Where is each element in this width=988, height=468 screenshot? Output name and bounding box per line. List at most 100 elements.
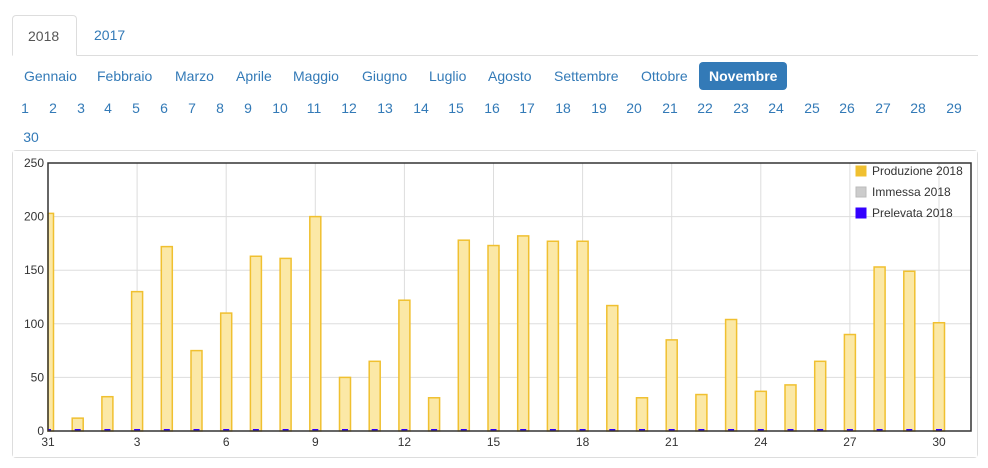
x-tick-label: 3 (134, 435, 141, 449)
bar-prelevata-13 (431, 429, 438, 431)
y-tick-label: 150 (24, 263, 44, 277)
month-settembre[interactable]: Settembre (554, 68, 619, 84)
production-chart: 0 50 100 150 200 250 31 3 6 9 12 15 18 21 24 27 30 Produz… (13, 151, 977, 457)
bar-produzione-21 (665, 339, 678, 432)
bar-produzione-23 (724, 318, 738, 432)
chart-panel: 0 50 100 150 200 250 31 3 6 9 12 15 18 21 24 27 30 Produz… (12, 150, 978, 458)
bar-produzione-27 (843, 333, 857, 432)
day-link-4[interactable]: 4 (104, 100, 112, 116)
bar-produzione-5 (190, 349, 203, 432)
bar-prelevata-8 (282, 429, 289, 431)
bar-produzione-16 (516, 235, 530, 432)
bar-produzione-30 (932, 321, 946, 432)
month-giugno[interactable]: Giugno (362, 68, 408, 84)
month-marzo[interactable]: Marzo (175, 68, 214, 84)
day-link-10[interactable]: 10 (272, 100, 288, 116)
bar-prelevata-2 (104, 429, 111, 431)
bar-prelevata-26 (817, 429, 824, 431)
bar-prelevata-24 (757, 429, 764, 431)
bar-prelevata-30 (936, 429, 942, 431)
month-ottobre[interactable]: Ottobre (641, 68, 688, 84)
bar-prelevata-12 (401, 429, 408, 431)
day-link-16[interactable]: 16 (484, 100, 500, 116)
month-febbraio[interactable]: Febbraio (97, 68, 153, 84)
legend-label-2: Immessa 2018 (872, 185, 951, 199)
bar-produzione-15 (487, 244, 500, 432)
day-link-5[interactable]: 5 (132, 100, 140, 116)
bar-prelevata-9 (312, 429, 319, 431)
bar-prelevata-25 (787, 429, 794, 431)
bar-produzione-10 (338, 376, 352, 432)
day-link-7[interactable]: 7 (188, 100, 196, 116)
day-link-24[interactable]: 24 (768, 100, 784, 116)
day-link-28[interactable]: 28 (910, 100, 926, 116)
day-link-22[interactable]: 22 (697, 100, 713, 116)
bar-produzione-29 (903, 270, 916, 432)
bar-produzione-6 (219, 312, 233, 432)
bar-produzione-7 (249, 255, 263, 432)
x-tick-label: 31 (41, 435, 55, 449)
day-link-12[interactable]: 12 (341, 100, 357, 116)
bar-produzione-18 (576, 240, 589, 432)
tab-year-2018[interactable]: 2018 (12, 15, 77, 56)
bar-produzione-20 (635, 397, 649, 432)
bar-produzione-24 (754, 390, 768, 432)
y-tick-label: 200 (24, 210, 44, 224)
day-link-27[interactable]: 27 (875, 100, 891, 116)
bar-prelevata-11 (371, 429, 378, 431)
day-link-29[interactable]: 29 (946, 100, 962, 116)
bar-prelevata-19 (609, 429, 616, 431)
tab-year-2017[interactable]: 2017 (94, 27, 126, 43)
day-link-20[interactable]: 20 (626, 100, 642, 116)
bar-produzione-28 (873, 266, 886, 432)
bar-prelevata-29 (906, 429, 913, 431)
bar-produzione-11 (368, 360, 381, 432)
x-tick-label: 27 (843, 435, 857, 449)
day-link-21[interactable]: 21 (662, 100, 678, 116)
day-link-2[interactable]: 2 (49, 100, 57, 116)
y-tick-label: 250 (24, 156, 44, 170)
day-link-26[interactable]: 26 (839, 100, 855, 116)
day-link-25[interactable]: 25 (804, 100, 820, 116)
bar-prelevata-7 (252, 429, 259, 431)
bar-prelevata-20 (639, 429, 645, 431)
x-tick-label: 30 (932, 435, 946, 449)
day-link-14[interactable]: 14 (413, 100, 429, 116)
day-link-19[interactable]: 19 (591, 100, 607, 116)
bar-produzione-17 (546, 240, 560, 432)
day-link-3[interactable]: 3 (77, 100, 85, 116)
month-agosto[interactable]: Agosto (488, 68, 532, 84)
bar-prelevata-5 (193, 429, 200, 431)
month-aprile[interactable]: Aprile (236, 68, 272, 84)
bar-produzione-22 (695, 393, 708, 432)
bar-prelevata-15 (490, 429, 497, 431)
y-tick-label: 0 (37, 424, 44, 438)
day-link-1[interactable]: 1 (21, 100, 29, 116)
day-link-6[interactable]: 6 (160, 100, 168, 116)
bar-prelevata-3 (134, 429, 141, 431)
day-link-18[interactable]: 18 (555, 100, 571, 116)
month-luglio[interactable]: Luglio (429, 68, 467, 84)
day-link-11[interactable]: 11 (306, 100, 322, 116)
legend-swatch-3 (855, 207, 867, 219)
day-link-8[interactable]: 8 (216, 100, 224, 116)
day-link-30[interactable]: 30 (23, 129, 39, 145)
year-tabs: 2018 2017 (12, 15, 978, 56)
bar-prelevata-14 (460, 429, 467, 431)
bar-prelevata-23 (728, 429, 735, 431)
day-link-23[interactable]: 23 (733, 100, 749, 116)
day-link-17[interactable]: 17 (519, 100, 535, 116)
x-tick-label: 18 (576, 435, 590, 449)
bar-produzione-31 (47, 212, 55, 432)
day-link-13[interactable]: 13 (377, 100, 393, 116)
day-link-15[interactable]: 15 (448, 100, 464, 116)
bar-produzione-25 (784, 384, 797, 432)
month-novembre[interactable]: Novembre (699, 62, 788, 90)
month-gennaio[interactable]: Gennaio (24, 68, 77, 84)
bar-produzione-9 (309, 215, 322, 432)
day-link-9[interactable]: 9 (244, 100, 252, 116)
month-maggio[interactable]: Maggio (293, 68, 339, 84)
y-tick-label: 50 (31, 370, 45, 384)
bar-prelevata-1 (74, 429, 81, 431)
x-tick-label: 24 (754, 435, 768, 449)
